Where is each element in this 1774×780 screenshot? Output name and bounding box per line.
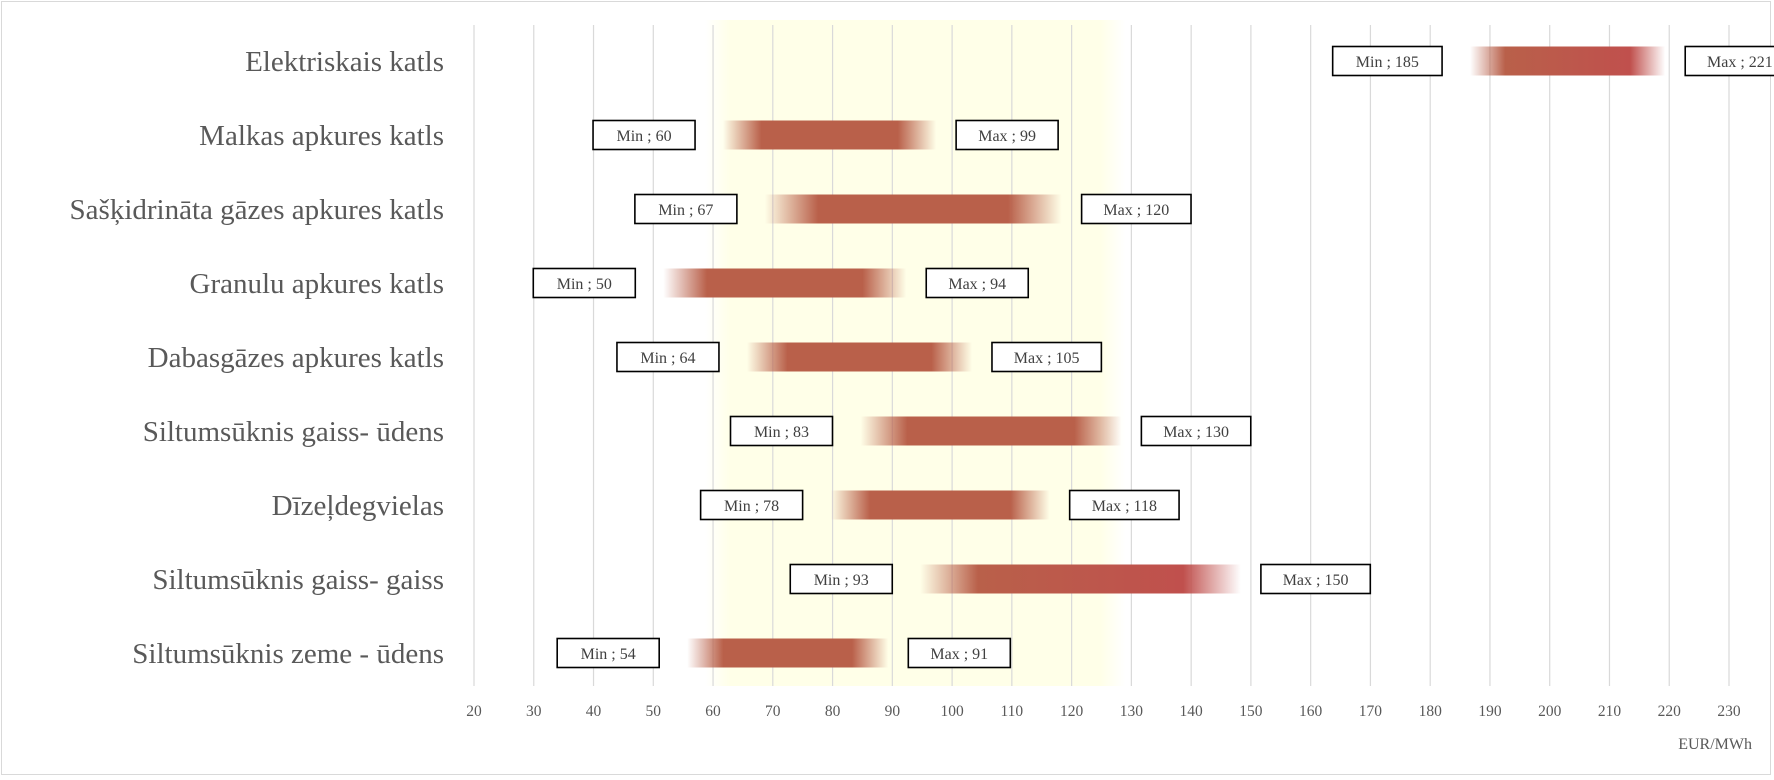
max-label-box [1684,45,1774,77]
x-tick-label: 30 [526,703,542,720]
min-data-label: Min ; 67 [658,202,713,219]
x-tick-label: 40 [586,703,602,720]
min-data-label: Min ; 64 [640,350,695,367]
x-tick-label: 180 [1419,703,1443,720]
category-label: Sašķidrināta gāzes apkures katls [70,194,444,226]
range-bar [663,268,907,298]
range-bar [746,342,972,372]
max-label-box [907,637,1012,669]
x-tick-label: 70 [765,703,781,720]
x-tick-label: 80 [825,703,841,720]
min-label-box [699,489,804,521]
x-tick-label: 100 [940,703,964,720]
min-data-label: Min ; 50 [557,276,612,293]
max-data-label: Max ; 99 [978,128,1036,145]
range-bar [687,638,889,668]
min-data-label: Min ; 60 [616,128,671,145]
min-label-box [729,415,834,447]
x-tick-label: 20 [466,703,482,720]
min-label-box [634,193,738,225]
max-data-label: Max ; 120 [1103,202,1169,219]
min-label-box [556,637,660,669]
x-tick-label: 170 [1359,703,1383,720]
range-bar [764,194,1062,224]
x-axis-unit-label: EUR/MWh [1678,736,1752,753]
range-bar [920,564,1241,594]
category-label: Dabasgāzes apkures katls [148,342,444,374]
x-tick-label: 110 [1001,703,1024,720]
min-label-box [789,563,894,595]
x-tick-label: 120 [1060,703,1084,720]
x-tick-label: 220 [1658,703,1682,720]
min-data-label: Min ; 54 [581,646,636,663]
max-label-box [925,267,1030,299]
min-data-label: Min ; 83 [754,424,809,441]
min-data-label: Min ; 185 [1356,54,1419,71]
max-data-label: Max ; 105 [1014,350,1080,367]
x-tick-label: 140 [1180,703,1204,720]
category-label: Granulu apkures katls [190,268,445,300]
max-label-box [1080,193,1192,225]
max-label-box [991,341,1103,373]
max-data-label: Max ; 94 [948,276,1006,293]
category-label: Dīzeļdegvielas [272,490,444,522]
max-label-box [1140,415,1252,447]
range-bar [830,490,1050,520]
category-label: Siltumsūknis gaiss- ūdens [143,416,444,448]
max-data-label: Max ; 221 [1707,54,1773,71]
x-tick-label: 50 [646,703,662,720]
max-data-label: Max ; 118 [1092,498,1157,515]
min-label-box [616,341,720,373]
max-label-box [955,119,1059,151]
max-label-box [1068,489,1180,521]
category-label: Elektriskais katls [245,46,444,78]
category-label: Siltumsūknis gaiss- gaiss [152,564,444,596]
max-data-label: Max ; 150 [1283,572,1349,589]
x-tick-label: 130 [1120,703,1144,720]
min-data-label: Min ; 93 [814,572,869,589]
x-tick-label: 60 [705,703,721,720]
x-tick-label: 200 [1538,703,1562,720]
x-tick-label: 210 [1598,703,1622,720]
min-label-box [592,119,696,151]
max-data-label: Max ; 91 [930,646,988,663]
range-bar [723,120,937,150]
min-data-label: Min ; 78 [724,498,779,515]
max-label-box [1260,563,1372,595]
min-label-box [532,267,637,299]
range-bar [860,416,1122,446]
category-label: Siltumsūknis zeme - ūdens [132,638,444,670]
x-tick-label: 160 [1299,703,1323,720]
category-label: Malkas apkures katls [199,120,444,152]
min-label-box [1331,45,1443,77]
x-tick-label: 190 [1478,703,1502,720]
x-tick-label: 90 [885,703,901,720]
range-bar [1470,46,1666,76]
x-tick-label: 230 [1717,703,1741,720]
x-tick-label: 150 [1239,703,1263,720]
max-data-label: Max ; 130 [1163,424,1229,441]
